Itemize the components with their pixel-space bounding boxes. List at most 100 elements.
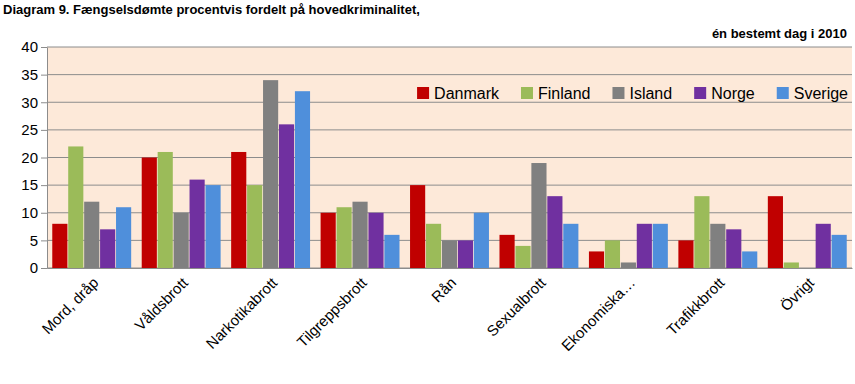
x-tick: Narkotikabrott [202,268,281,352]
bar [100,229,115,268]
bars [52,80,846,268]
legend: DanmarkFinlandIslandNorgeSverige [417,85,848,102]
bar [458,240,473,268]
y-tick-mark [41,102,47,103]
legend-item: Norge [694,85,755,102]
y-tick: 20 [21,149,47,166]
y-tick-label: 15 [21,176,38,193]
series-bars [116,91,847,268]
y-tick-mark [41,75,47,76]
y-tick: 25 [21,121,47,138]
bar [384,235,399,268]
y-tick-label: 25 [21,121,38,138]
x-axis: Mord, dråp VåldsbrottNarkotikabrottTilgre… [38,268,852,354]
bar [710,224,725,268]
bar [678,240,693,268]
plot-background [47,47,852,268]
x-tick-label: Övrigt [777,273,818,314]
grid-line [47,129,852,130]
y-tick: 0 [30,259,47,276]
bar [410,185,425,268]
bar [116,207,131,268]
grid-line [47,47,852,48]
bar [531,163,546,268]
x-tick: Tilgreppsbrott [293,268,370,350]
bar [231,152,246,268]
grid [47,47,852,268]
y-tick: 5 [30,232,47,249]
chart-title: Diagram 9. Fængselsdømte procentvis ford… [3,2,420,17]
y-tick-label: 0 [30,259,38,276]
legend-label: Danmark [434,85,500,102]
y-tick-label: 40 [21,38,38,55]
legend-item: Finland [521,85,590,102]
bar [694,196,709,268]
y-tick: 15 [21,176,47,193]
bar [816,224,831,268]
y-axis: 0 5 10 15 20 25 30 35 40 [21,38,47,276]
bar [499,235,514,268]
x-tick: Sexualbrott [483,268,549,339]
bar [337,207,352,268]
bar [368,213,383,268]
y-tick-mark [41,268,47,269]
y-tick: 40 [21,38,47,55]
x-tick-label: Trafikkbrott [663,273,728,338]
bar [142,158,157,269]
x-tick-label: Narkotikabrott [202,273,281,352]
y-tick-label: 10 [21,204,38,221]
y-tick-mark [41,185,47,186]
bar [605,240,620,268]
bar [247,185,262,268]
y-tick-mark [41,130,47,131]
x-tick-label: Mord, dråp [38,274,101,337]
bar [742,251,757,268]
bar [726,229,741,268]
legend-swatch [777,87,789,99]
x-tick-label: Våldsbrott [131,273,191,333]
series-bars [68,146,799,268]
legend-swatch [417,87,429,99]
bar [52,224,67,268]
grid-line [47,74,852,75]
y-tick-mark [41,47,47,48]
bar [279,124,294,268]
y-tick-mark [41,158,47,159]
y-axis-line [47,48,48,269]
y-tick: 35 [21,66,47,83]
series-bars [84,80,725,268]
bar [589,251,604,268]
bar [158,152,173,268]
bar [832,235,847,268]
bar [653,224,668,268]
y-tick-label: 35 [21,66,38,83]
bar [621,262,636,268]
grid-line [47,102,852,103]
x-tick: Mord, dråp [38,268,101,337]
legend-item: Sverige [777,85,848,102]
bar [84,202,99,268]
bar [321,213,336,268]
bar [637,224,652,268]
bar [515,246,530,268]
legend-swatch [521,87,533,99]
bar [784,262,799,268]
y-tick-mark [41,213,47,214]
x-tick: Trafikkbrott [663,268,728,338]
bar [205,185,220,268]
bar [352,202,367,268]
bar [295,91,310,268]
legend-label: Finland [538,85,590,102]
x-axis-line [48,268,853,269]
y-tick-label: 30 [21,94,38,111]
bar [768,196,783,268]
bar [68,146,83,268]
x-tick-label: Ekonomiska… [558,274,638,354]
bar [474,213,489,268]
bar [174,213,189,268]
bar [800,268,815,269]
y-tick-label: 20 [21,149,38,166]
chart-svg: Diagram 9. Fængselsdømte procentvis ford… [0,0,855,384]
x-tick: Övrigt [777,268,818,314]
x-tick-label: Sexualbrott [483,273,549,339]
